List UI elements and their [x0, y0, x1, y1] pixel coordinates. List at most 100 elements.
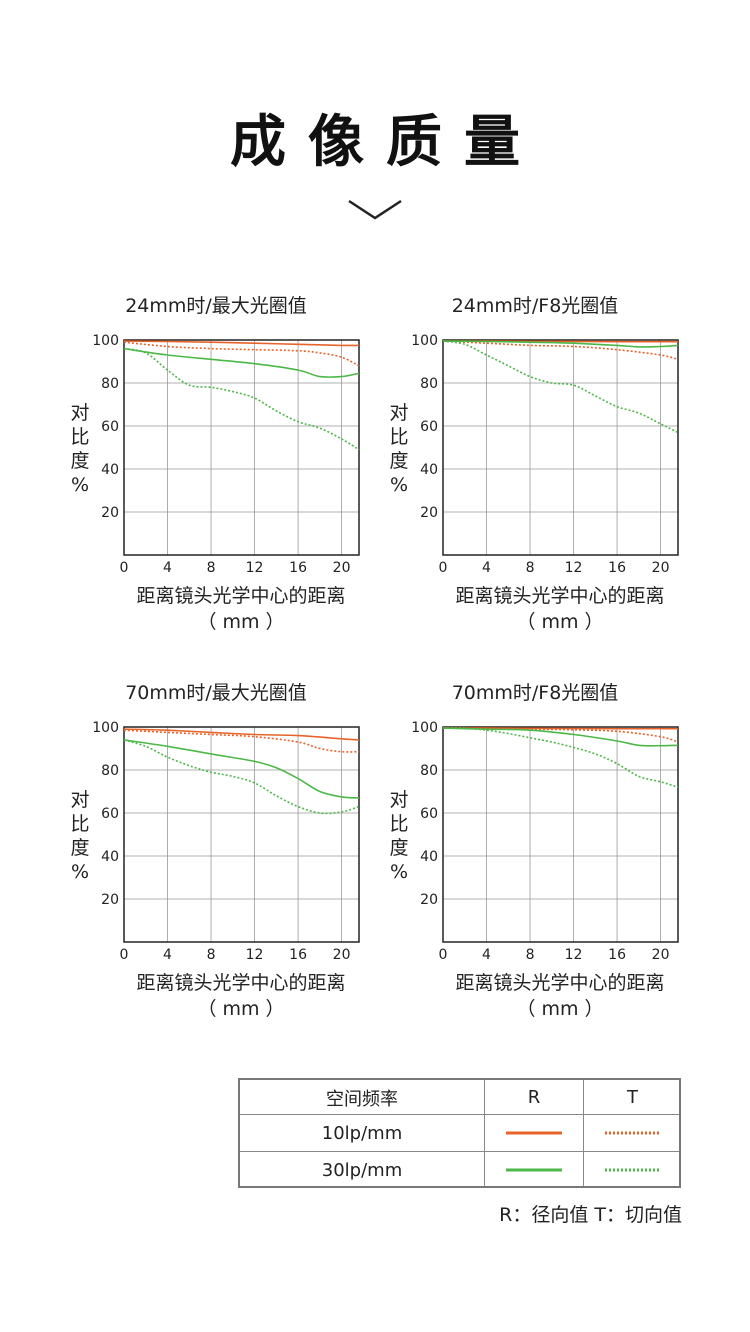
y-tick-label: 20 [420, 505, 438, 521]
series-line-r30 [123, 739, 360, 799]
plot-frame [123, 339, 360, 556]
series-line-t30 [123, 347, 360, 451]
y-axis-label-char: % [389, 861, 409, 883]
x-tick-label: 4 [163, 947, 172, 963]
mtf-chart: 100 80 60 40 20 0 4 8 12 16 20 [411, 720, 679, 963]
chart-title: 24mm时/最大光圈值 [125, 295, 307, 317]
series-line-r10 [442, 727, 678, 730]
y-axis-label-char: 度 [70, 450, 90, 472]
x-tick-label: 20 [652, 560, 670, 576]
x-tick-label: 0 [439, 947, 448, 963]
mtf-chart: 100 80 60 40 20 0 4 8 12 16 20 [411, 333, 679, 576]
chevron-down-icon [348, 199, 402, 220]
x-tick-label: 0 [120, 560, 129, 576]
series-line-t10 [442, 727, 679, 743]
series-line-r30 [442, 727, 679, 747]
x-axis-label-line2: （ mm ） [197, 998, 285, 1020]
y-tick-label: 80 [101, 763, 119, 779]
x-axis-label: 距离镜头光学中心的距离 （ mm ） [91, 583, 391, 635]
y-axis-label-char: 对 [389, 402, 409, 424]
y-axis-label-char: % [70, 474, 90, 496]
x-axis-label-line1: 距离镜头光学中心的距离 [455, 972, 665, 994]
x-tick-label: 0 [439, 560, 448, 576]
series-line-r30 [442, 340, 679, 348]
y-tick-label: 100 [92, 333, 119, 349]
x-tick-label: 8 [526, 947, 535, 963]
y-tick-label: 40 [420, 849, 438, 865]
x-axis-label: 距离镜头光学中心的距离 （ mm ） [410, 583, 710, 635]
x-axis-label: 距离镜头光学中心的距离 （ mm ） [410, 970, 710, 1022]
x-tick-label: 12 [565, 947, 583, 963]
x-tick-label: 0 [120, 947, 129, 963]
mtf-chart: 100 80 60 40 20 0 4 8 12 16 20 [92, 720, 360, 963]
x-tick-label: 12 [246, 560, 264, 576]
legend-header-r: R [527, 1087, 541, 1108]
legend-row-30-r-swatch [485, 1152, 583, 1188]
x-tick-label: 8 [526, 560, 535, 576]
series-line-t10 [123, 341, 360, 367]
legend-row-10-r-swatch [485, 1115, 583, 1151]
y-tick-label: 80 [420, 376, 438, 392]
series-line-t10 [123, 729, 360, 753]
x-axis-label-line1: 距离镜头光学中心的距离 [136, 585, 346, 607]
page-title: 成像质量 [230, 110, 542, 175]
y-tick-label: 60 [420, 806, 438, 822]
y-tick-label: 40 [101, 849, 119, 865]
x-tick-label: 20 [333, 947, 351, 963]
plot-frame [123, 726, 360, 943]
y-tick-label: 40 [101, 462, 119, 478]
x-tick-label: 16 [608, 560, 626, 576]
x-axis-label: 距离镜头光学中心的距离 （ mm ） [91, 970, 391, 1022]
y-tick-label: 100 [411, 333, 438, 349]
x-axis-label-line2: （ mm ） [516, 611, 604, 633]
y-tick-label: 100 [411, 720, 438, 736]
x-tick-label: 4 [163, 560, 172, 576]
series-line-r30 [123, 347, 360, 378]
x-tick-label: 4 [482, 560, 491, 576]
chart-title: 70mm时/最大光圈值 [125, 682, 307, 704]
y-tick-label: 40 [420, 462, 438, 478]
y-tick-label: 60 [101, 419, 119, 435]
x-tick-label: 12 [246, 947, 264, 963]
y-tick-label: 80 [420, 763, 438, 779]
series-line-r10 [123, 728, 360, 741]
x-tick-label: 4 [482, 947, 491, 963]
y-axis-label-char: 比 [70, 426, 90, 448]
y-axis-label-char: 比 [389, 813, 409, 835]
y-axis-label-char: % [70, 861, 90, 883]
series-line-t30 [442, 727, 679, 788]
x-tick-label: 16 [289, 947, 307, 963]
y-tick-label: 100 [92, 720, 119, 736]
legend-note: R：径向值 T：切向值 [499, 1204, 682, 1226]
x-axis-label-line1: 距离镜头光学中心的距离 [455, 585, 665, 607]
y-tick-label: 20 [101, 505, 119, 521]
plot-frame [442, 339, 679, 556]
y-tick-label: 20 [101, 892, 119, 908]
y-tick-label: 60 [101, 806, 119, 822]
y-axis-label-char: 对 [389, 789, 409, 811]
legend-header-frequency: 空间频率 [326, 1088, 398, 1110]
x-tick-label: 12 [565, 560, 583, 576]
legend-table: 空间频率 R T 10lp/mm 30lp/mm [238, 1078, 681, 1188]
y-axis-label-char: 度 [389, 837, 409, 859]
legend-row-30-label: 30lp/mm [321, 1159, 403, 1181]
legend-row-30-t-swatch [584, 1152, 681, 1188]
x-axis-label-line1: 距离镜头光学中心的距离 [136, 972, 346, 994]
y-tick-label: 60 [420, 419, 438, 435]
legend-row-10-t-swatch [584, 1115, 681, 1151]
mtf-chart: 100 80 60 40 20 0 4 8 12 16 20 [92, 333, 360, 576]
y-axis-label-char: 对 [70, 789, 90, 811]
x-axis-label-line2: （ mm ） [197, 611, 285, 633]
x-tick-label: 16 [608, 947, 626, 963]
series-line-t30 [123, 739, 360, 815]
x-tick-label: 8 [207, 947, 216, 963]
x-tick-label: 8 [207, 560, 216, 576]
x-tick-label: 20 [652, 947, 670, 963]
y-axis-label-char: 比 [70, 813, 90, 835]
y-axis-label-char: 对 [70, 402, 90, 424]
x-axis-label-line2: （ mm ） [516, 998, 604, 1020]
legend-row-10-label: 10lp/mm [321, 1122, 403, 1144]
y-axis-label-char: 比 [389, 426, 409, 448]
x-tick-label: 20 [333, 560, 351, 576]
y-tick-label: 80 [101, 376, 119, 392]
